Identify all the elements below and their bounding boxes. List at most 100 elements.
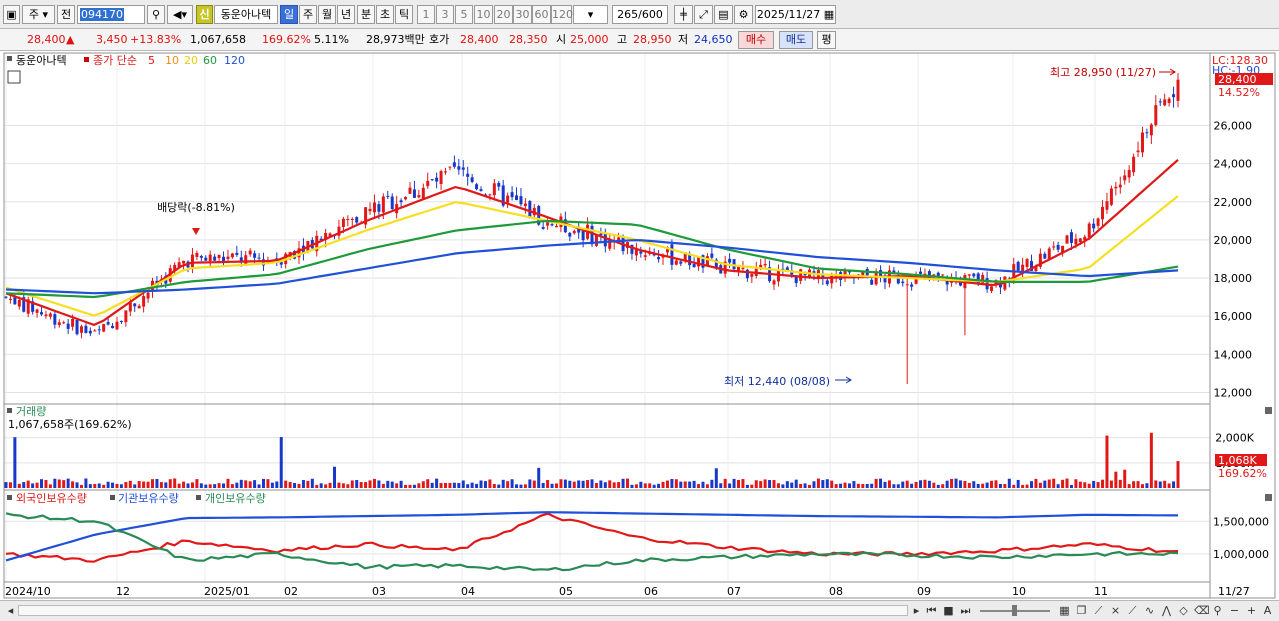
first-page-icon[interactable]: ⏮ <box>926 604 937 617</box>
date-field[interactable]: 2025/11/27 ▦ <box>755 5 836 24</box>
volume-bar <box>626 478 630 488</box>
volume-bar <box>408 484 412 488</box>
count-field[interactable]: 265/600 <box>612 5 668 24</box>
volume-bar <box>572 481 576 488</box>
period-second[interactable]: 초 <box>376 5 394 24</box>
period-month[interactable]: 월 <box>318 5 336 24</box>
speaker-icon[interactable]: ◀▾ <box>167 5 193 24</box>
candle-body <box>670 244 674 265</box>
sell-button[interactable]: 매도 <box>779 31 813 49</box>
interval-120[interactable]: 120 <box>551 5 573 24</box>
zoom-slider-handle[interactable] <box>1012 605 1017 616</box>
candle-type-icon[interactable]: ╪ <box>674 5 693 24</box>
candle-body <box>896 276 900 284</box>
shape-tool-icon[interactable]: ◇ <box>1179 604 1188 617</box>
volume-bar <box>75 482 79 488</box>
candle-body <box>759 264 763 269</box>
candle-body <box>541 227 545 229</box>
gear-icon[interactable]: ⚙ <box>734 5 753 24</box>
interval-5[interactable]: 5 <box>455 5 473 24</box>
grid-icon[interactable]: ▦ <box>1059 604 1070 617</box>
candle-body <box>941 274 945 276</box>
candle-body <box>1154 105 1158 126</box>
volume-bar <box>932 482 936 488</box>
candle-body <box>1030 261 1033 271</box>
zoom-in-icon[interactable]: + <box>1246 604 1257 617</box>
period-minute[interactable]: 분 <box>357 5 375 24</box>
candle-body <box>44 314 48 317</box>
volume-bar <box>40 479 44 488</box>
interval-3[interactable]: 3 <box>436 5 454 24</box>
interval-60[interactable]: 60 <box>532 5 551 24</box>
low-arrow-icon <box>835 376 852 384</box>
table-toggle-icon[interactable] <box>7 70 21 84</box>
buy-button[interactable]: 매수 <box>738 31 774 49</box>
period-tick[interactable]: 틱 <box>395 5 413 24</box>
ask-price-1: 28,400 <box>460 33 499 46</box>
erase-tool-icon[interactable]: ⌫ <box>1194 604 1210 617</box>
period-year[interactable]: 년 <box>337 5 355 24</box>
volume-bar <box>1105 435 1109 488</box>
interval-10[interactable]: 10 <box>474 5 493 24</box>
stop-icon[interactable]: ■ <box>943 604 954 617</box>
interval-20[interactable]: 20 <box>494 5 513 24</box>
volume-bar <box>927 480 931 488</box>
line-tool-icon[interactable]: ⟋ <box>1094 604 1103 617</box>
period-day[interactable]: 일 <box>280 5 298 24</box>
volume-bar <box>887 480 891 488</box>
candle-body <box>683 252 687 261</box>
trend-tool-icon[interactable]: ⟋ <box>1128 604 1137 617</box>
volume-bar <box>1167 483 1171 488</box>
ma-line-120 <box>5 239 1179 295</box>
volume-bar <box>590 479 594 488</box>
candle-body <box>444 171 447 173</box>
scroll-left-icon[interactable]: ◂ <box>7 604 14 617</box>
market-select[interactable]: 주 ▾ <box>22 5 55 24</box>
eval-button[interactable]: 평 <box>817 31 836 49</box>
x-tick-label: 08 <box>829 585 843 598</box>
text-tool-icon[interactable]: A <box>1263 604 1272 617</box>
candle-body <box>1114 186 1118 189</box>
stock-code-input[interactable]: 094170 <box>77 5 145 24</box>
volume-bar <box>630 484 634 488</box>
copy-icon[interactable]: ❐ <box>1076 604 1087 617</box>
candle-body <box>93 330 97 332</box>
wave-tool-icon[interactable]: ∿ <box>1144 604 1155 617</box>
holdings-panel-close-icon[interactable] <box>1265 494 1272 501</box>
volume-bar <box>1145 483 1149 488</box>
volume-bar <box>945 480 949 488</box>
ma-period-60: 60 <box>203 54 217 67</box>
candle-body <box>48 313 52 317</box>
candle-body <box>97 329 101 331</box>
zoom-out-icon[interactable]: − <box>1229 604 1240 617</box>
volume-bar <box>159 482 163 488</box>
magnify-icon[interactable]: ⚲ <box>1213 604 1222 617</box>
save-icon[interactable]: ▤ <box>714 5 733 24</box>
interval-1[interactable]: 1 <box>417 5 435 24</box>
cross-tool-icon[interactable]: ⨯ <box>1110 604 1121 617</box>
horizontal-scrollbar[interactable] <box>18 605 908 616</box>
volume-bar <box>279 437 283 488</box>
layout-icon[interactable]: ▣ <box>3 5 20 24</box>
search-icon[interactable]: ⚲ <box>147 5 165 24</box>
volume-bar <box>950 478 954 488</box>
chart-area[interactable]: 12,000 14,000 16,000 18,000 20,000 22,000 24,0… <box>0 51 1279 600</box>
range-prefix[interactable]: 전 <box>57 5 75 24</box>
volume-bar <box>621 478 625 488</box>
candle-body <box>488 194 492 196</box>
zigzag-tool-icon[interactable]: ⋀ <box>1161 604 1172 617</box>
zoom-icon[interactable]: ⤢ <box>694 5 713 24</box>
interval-30[interactable]: 30 <box>513 5 532 24</box>
volume-bar <box>381 483 385 488</box>
volume-bar <box>53 478 57 488</box>
candle-body <box>412 189 416 198</box>
last-page-icon[interactable]: ⏭ <box>960 604 971 617</box>
candle-body <box>497 183 501 187</box>
volume-bar <box>612 482 616 488</box>
period-week[interactable]: 주 <box>299 5 317 24</box>
volume-bar <box>1136 481 1140 488</box>
scroll-right-icon[interactable]: ▸ <box>913 604 920 617</box>
interval-select[interactable]: ▾ <box>573 5 608 24</box>
volume-panel-close-icon[interactable] <box>1265 407 1272 414</box>
volume-bar <box>958 480 962 488</box>
